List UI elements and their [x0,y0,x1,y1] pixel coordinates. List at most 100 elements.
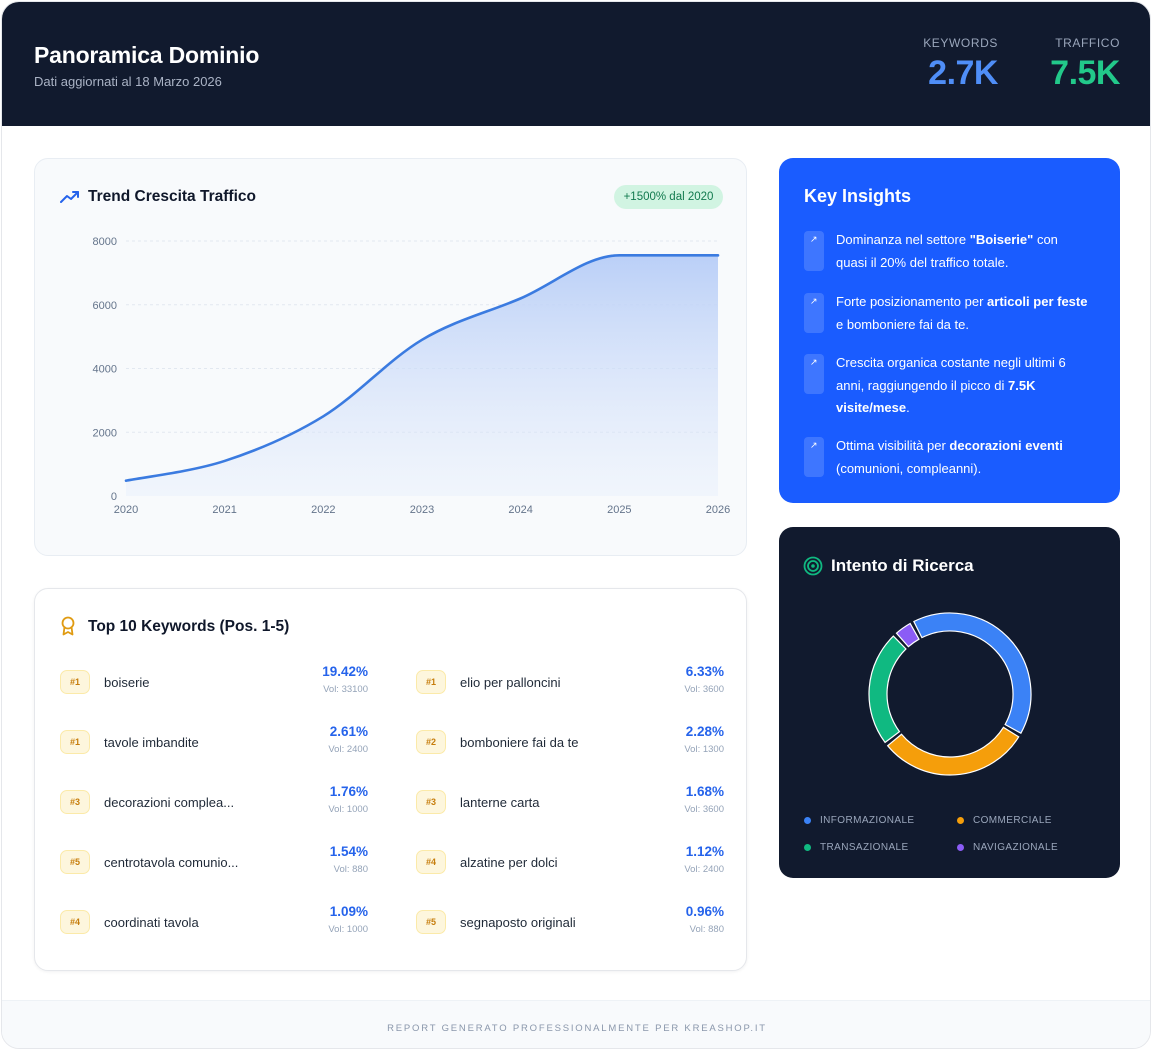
traffic-trend-card: Trend Crescita Traffico +1500% dal 2020 … [34,158,747,556]
donut-slice-commerciale [886,726,1020,776]
growth-badge: +1500% dal 2020 [614,185,723,209]
keyword-name: alzatine per dolci [460,855,558,870]
footer-text: REPORT GENERATO PROFESSIONALMENTE PER KR… [387,1023,767,1034]
insight-text: Forte posizionamento per articoli per fe… [836,291,1092,336]
top-keywords-card: Top 10 Keywords (Pos. 1-5) #1 boiserie 19.… [34,588,747,971]
page-header: Panoramica Dominio Dati aggiornati al 18… [2,2,1150,126]
keyword-rank-badge: #4 [60,910,90,934]
page-footer: REPORT GENERATO PROFESSIONALMENTE PER KR… [2,1000,1150,1048]
keyword-rank-badge: #1 [60,730,90,754]
keyword-volume: Vol: 2400 [328,744,368,755]
y-tick-label: 8000 [93,236,117,248]
insight-text-highlight: "Boiserie" [969,232,1034,247]
traffic-stat-label: TRAFFICO [1055,36,1120,50]
donut-slice-navigazionale [895,622,920,648]
legend-label: NAVIGAZIONALE [973,842,1059,853]
insight-text: Crescita organica costante negli ultimi … [836,352,1092,420]
keyword-item: #3 decorazioni complea... 1.76% Vol: 1000 [60,784,368,824]
keyword-share: 2.61% [329,724,368,739]
keyword-item: #4 coordinati tavola 1.09% Vol: 1000 [60,904,368,944]
keyword-name: lanterne carta [460,795,540,810]
traffic-stat: TRAFFICO 7.5K [1022,36,1120,93]
traffic-series-line [124,254,720,482]
x-tick-label: 2026 [706,504,730,516]
insight-text-tail: e bomboniere fai da te. [836,316,969,332]
keyword-name: segnaposto originali [460,915,576,930]
intent-title: Intento di Ricerca [831,556,974,575]
arrow-up-right-icon: ↗ [804,293,824,333]
y-tick-label: 2000 [93,427,117,439]
traffic-stat-value: 7.5K [1050,54,1120,92]
trend-title: Trend Crescita Traffico [88,188,256,205]
insight-text-tail: . [906,400,910,415]
insights-title: Key Insights [804,186,912,206]
arrow-up-right-icon: ↗ [804,437,824,477]
keyword-name: tavole imbandite [104,735,199,750]
keyword-item: #4 alzatine per dolci 1.12% Vol: 2400 [416,844,724,884]
keywords-stat-label: KEYWORDS [923,36,998,50]
x-tick-label: 2020 [114,504,138,516]
legend-label: COMMERCIALE [973,815,1052,826]
keyword-name: boiserie [104,675,150,690]
page-title: Panoramica Dominio [34,42,260,68]
keyword-volume: Vol: 880 [689,924,724,935]
x-tick-label: 2025 [607,504,631,516]
keyword-name: decorazioni complea... [104,795,235,810]
target-icon [803,556,823,576]
donut-slice-transazionale [868,635,907,744]
x-tick-label: 2023 [410,504,434,516]
trending-up-icon [60,191,79,203]
x-tick-label: 2021 [212,504,236,516]
keyword-share: 1.54% [329,844,368,859]
keyword-item: #3 lanterne carta 1.68% Vol: 3600 [416,784,724,824]
keywords-stat: KEYWORDS 2.7K [902,36,998,93]
keyword-volume: Vol: 1000 [328,804,368,815]
donut-slice-informazionale [913,612,1032,735]
keyword-name: elio per palloncini [460,675,561,690]
keyword-share: 6.33% [685,664,724,679]
insight-text-lead: Crescita organica costante negli ultimi … [836,355,1066,393]
insight-text-lead: Dominanza nel settore [836,232,970,247]
legend-swatch [957,817,964,824]
keyword-rank-badge: #2 [416,730,446,754]
keyword-volume: Vol: 33100 [323,684,368,695]
keyword-rank-badge: #1 [60,670,90,694]
legend-swatch [804,844,811,851]
keyword-rank-badge: #3 [60,790,90,814]
keyword-volume: Vol: 3600 [684,804,724,815]
keyword-item: #1 tavole imbandite 2.61% Vol: 2400 [60,724,368,764]
keyword-share: 0.96% [685,904,724,919]
keyword-volume: Vol: 880 [333,864,368,875]
legend-label: TRANSAZIONALE [820,842,909,853]
insight-text-tail: (comunioni, compleanni). [836,460,982,476]
keyword-name: bomboniere fai da te [460,735,579,750]
keyword-item: #5 segnaposto originali 0.96% Vol: 880 [416,904,724,944]
keyword-volume: Vol: 3600 [684,684,724,695]
keyword-share: 2.28% [685,724,724,739]
keyword-rank-badge: #3 [416,790,446,814]
insight-text: Ottima visibilità per decorazioni eventi… [836,435,1092,480]
keyword-item: #1 elio per palloncini 6.33% Vol: 3600 [416,664,724,704]
arrow-up-right-icon: ↗ [804,354,824,394]
keyword-rank-badge: #5 [416,910,446,934]
keyword-item: #2 bomboniere fai da te 2.28% Vol: 1300 [416,724,724,764]
key-insights-card: Key Insights ↗ Dominanza nel settore "Boi… [779,158,1120,503]
legend-swatch [957,844,964,851]
insight-text-tail: con quasi il 20% del traffico totale. [836,232,1058,270]
y-tick-label: 0 [111,491,117,503]
keyword-rank-badge: #5 [60,850,90,874]
intent-donut-chart [868,612,1032,776]
legend-label: INFORMAZIONALE [820,815,915,826]
keyword-name: centrotavola comunio... [104,855,239,870]
keyword-share: 1.09% [329,904,368,919]
award-icon [61,616,75,636]
keyword-item: #1 boiserie 19.42% Vol: 33100 [60,664,368,704]
y-tick-label: 6000 [93,300,117,312]
page-subtitle: Dati aggiornati al 18 Marzo 2026 [34,74,222,89]
keyword-name: coordinati tavola [104,915,199,930]
keyword-share: 1.12% [685,844,724,859]
keyword-share: 1.76% [329,784,368,799]
keyword-share: 1.68% [685,784,724,799]
insight-text: Dominanza nel settore "Boiserie" con qua… [836,229,1092,274]
